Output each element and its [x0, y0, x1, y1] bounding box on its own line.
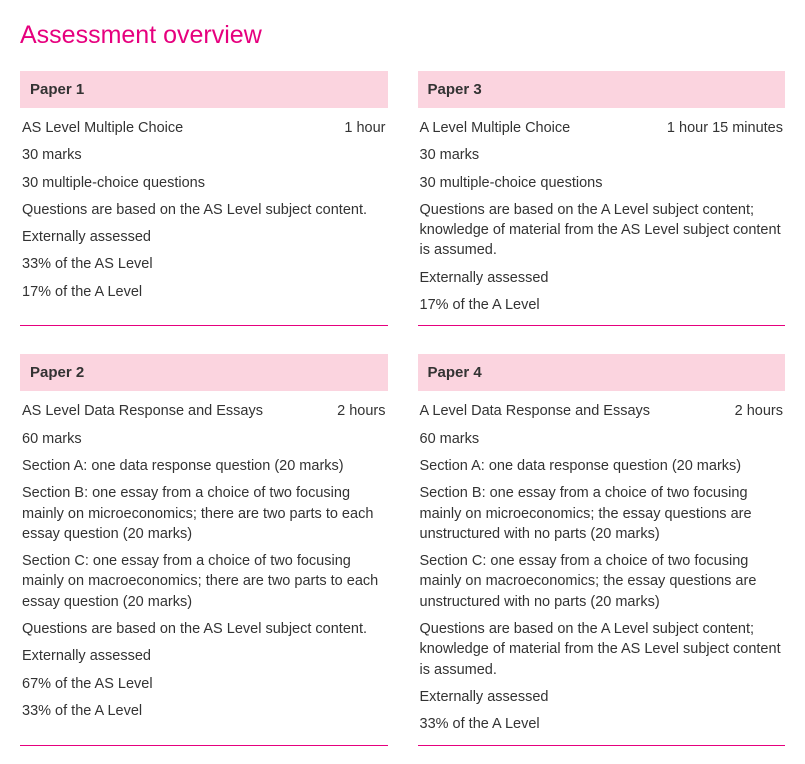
paper-line: Externally assessed — [22, 227, 386, 247]
paper-title-left: A Level Data Response and Essays — [420, 401, 651, 421]
paper-card-1: Paper 1 AS Level Multiple Choice 1 hour … — [20, 71, 388, 326]
paper-duration: 2 hours — [337, 401, 385, 421]
paper-line: Section B: one essay from a choice of tw… — [420, 483, 784, 544]
paper-line: 30 marks — [22, 145, 386, 165]
paper-line: Section A: one data response question (2… — [420, 456, 784, 476]
paper-line: 60 marks — [22, 429, 386, 449]
paper-body: A Level Multiple Choice 1 hour 15 minute… — [418, 108, 786, 325]
paper-header: Paper 2 — [20, 354, 388, 391]
paper-title-row: AS Level Multiple Choice 1 hour — [22, 118, 386, 138]
paper-line: 33% of the A Level — [420, 714, 784, 734]
paper-line: 67% of the AS Level — [22, 674, 386, 694]
paper-line: Section A: one data response question (2… — [22, 456, 386, 476]
paper-card-3: Paper 3 A Level Multiple Choice 1 hour 1… — [418, 71, 786, 326]
paper-duration: 1 hour 15 minutes — [667, 118, 783, 138]
paper-header: Paper 3 — [418, 71, 786, 108]
paper-line: Questions are based on the AS Level subj… — [22, 619, 386, 639]
paper-title-row: A Level Multiple Choice 1 hour 15 minute… — [420, 118, 784, 138]
paper-card-2: Paper 2 AS Level Data Response and Essay… — [20, 354, 388, 745]
paper-title-row: A Level Data Response and Essays 2 hours — [420, 401, 784, 421]
papers-grid: Paper 1 AS Level Multiple Choice 1 hour … — [20, 71, 785, 746]
paper-duration: 2 hours — [735, 401, 783, 421]
paper-header: Paper 1 — [20, 71, 388, 108]
paper-line: Externally assessed — [22, 646, 386, 666]
paper-header: Paper 4 — [418, 354, 786, 391]
paper-line: 60 marks — [420, 429, 784, 449]
paper-duration: 1 hour — [344, 118, 385, 138]
paper-line: 30 multiple-choice questions — [22, 173, 386, 193]
paper-line: Questions are based on the A Level subje… — [420, 619, 784, 680]
paper-title-left: AS Level Multiple Choice — [22, 118, 183, 138]
paper-title-row: AS Level Data Response and Essays 2 hour… — [22, 401, 386, 421]
paper-line: 30 multiple-choice questions — [420, 173, 784, 193]
paper-title-left: AS Level Data Response and Essays — [22, 401, 263, 421]
paper-line: 33% of the AS Level — [22, 254, 386, 274]
paper-body: AS Level Multiple Choice 1 hour 30 marks… — [20, 108, 388, 312]
paper-line: 30 marks — [420, 145, 784, 165]
page-title: Assessment overview — [20, 18, 785, 53]
paper-line: 17% of the A Level — [420, 295, 784, 315]
paper-line: Questions are based on the A Level subje… — [420, 200, 784, 261]
paper-body: A Level Data Response and Essays 2 hours… — [418, 391, 786, 744]
paper-line: Externally assessed — [420, 268, 784, 288]
paper-body: AS Level Data Response and Essays 2 hour… — [20, 391, 388, 731]
paper-line: Section B: one essay from a choice of tw… — [22, 483, 386, 544]
paper-line: 17% of the A Level — [22, 282, 386, 302]
paper-line: Section C: one essay from a choice of tw… — [22, 551, 386, 612]
paper-line: Questions are based on the AS Level subj… — [22, 200, 386, 220]
paper-title-left: A Level Multiple Choice — [420, 118, 571, 138]
paper-line: Externally assessed — [420, 687, 784, 707]
paper-card-4: Paper 4 A Level Data Response and Essays… — [418, 354, 786, 745]
paper-line: Section C: one essay from a choice of tw… — [420, 551, 784, 612]
paper-line: 33% of the A Level — [22, 701, 386, 721]
